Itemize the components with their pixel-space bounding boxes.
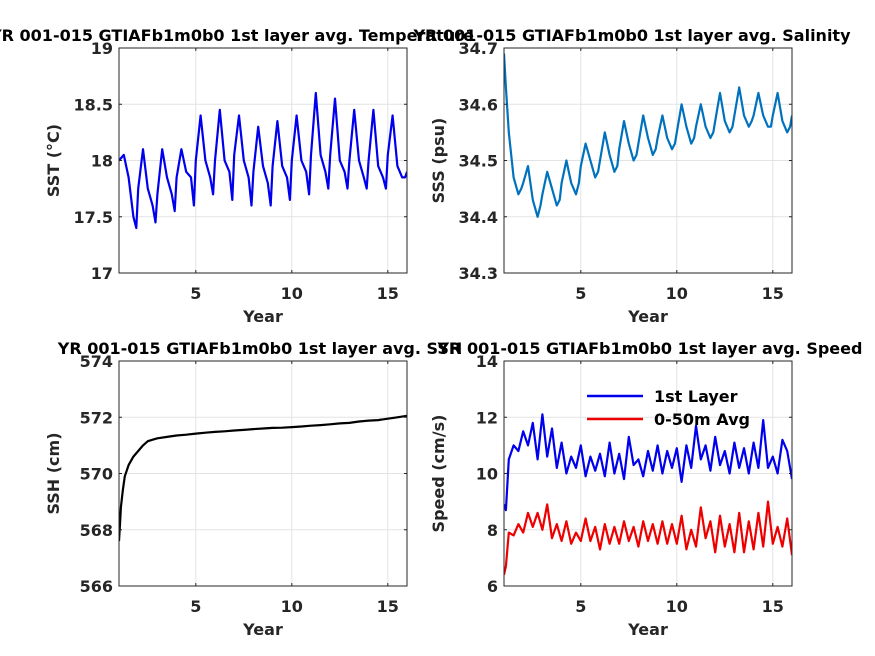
x-tick-label: 10 xyxy=(666,284,688,303)
y-tick-label: 12 xyxy=(476,408,498,427)
y-tick-label: 34.7 xyxy=(459,39,498,58)
y-tick-label: 19 xyxy=(91,39,113,58)
y-tick-label: 34.6 xyxy=(459,95,498,114)
legend-label: 0-50m Avg xyxy=(654,410,750,429)
y-axis-label: SSS (psu) xyxy=(429,118,448,204)
y-tick-label: 17.5 xyxy=(74,208,113,227)
subplot-4: 5 10 15 6 8 10 12 14 Year Speed (cm/s) YR 001-015 … xyxy=(429,339,862,639)
y-axis-label: SSH (cm) xyxy=(44,432,63,514)
y-tick-label: 18 xyxy=(91,152,113,171)
y-tick-label: 8 xyxy=(487,521,498,540)
y-tick-label: 18.5 xyxy=(74,95,113,114)
y-tick-label: 566 xyxy=(80,577,113,596)
x-axis-label: Year xyxy=(242,620,283,639)
y-tick-label: 570 xyxy=(80,465,113,484)
y-tick-label: 572 xyxy=(80,408,113,427)
x-axis-label: Year xyxy=(627,620,668,639)
x-tick-label: 10 xyxy=(281,284,303,303)
x-tick-label: 5 xyxy=(190,597,201,616)
subplot-3: 5 10 15 566 568 570 572 574 Year SSH (cm) YR 001-0… xyxy=(44,339,462,639)
chart-title: YR 001-015 GTIAFb1m0b0 1st layer avg. Sa… xyxy=(412,26,851,45)
y-tick-label: 34.5 xyxy=(459,152,498,171)
x-tick-label: 15 xyxy=(762,284,784,303)
series-line-1 xyxy=(119,91,407,230)
x-tick-label: 5 xyxy=(575,284,586,303)
legend-label: 1st Layer xyxy=(654,387,738,406)
series-line-2 xyxy=(504,500,792,576)
x-tick-label: 15 xyxy=(377,284,399,303)
y-axis-label: SST (°C) xyxy=(44,124,63,197)
subplot-grid: 5 10 15 17 17.5 18 18.5 19 Year SST (°C) YR 001-01… xyxy=(0,26,862,639)
chart-title: YR 001-015 GTIAFb1m0b0 1st layer avg. Te… xyxy=(0,26,474,45)
y-tick-label: 6 xyxy=(487,577,498,596)
chart-title: YR 001-015 GTIAFb1m0b0 1st layer avg. SS… xyxy=(57,339,463,358)
y-axis-label: Speed (cm/s) xyxy=(429,415,448,533)
x-tick-label: 15 xyxy=(377,597,399,616)
y-tick-label: 34.4 xyxy=(459,208,498,227)
series-line-1 xyxy=(119,414,407,542)
legend: 1st Layer 0-50m Avg xyxy=(587,387,750,429)
y-tick-label: 17 xyxy=(91,264,113,283)
subplot-2: 5 10 15 34.3 34.4 34.5 34.6 34.7 Year SSS (psu) YR… xyxy=(412,26,851,326)
subplot-1: 5 10 15 17 17.5 18 18.5 19 Year SST (°C) YR 001-01… xyxy=(0,26,474,326)
y-tick-label: 574 xyxy=(80,352,113,371)
y-tick-label: 10 xyxy=(476,465,498,484)
y-tick-label: 568 xyxy=(80,521,113,540)
x-tick-label: 5 xyxy=(190,284,201,303)
x-tick-label: 10 xyxy=(666,597,688,616)
x-tick-label: 10 xyxy=(281,597,303,616)
y-tick-label: 34.3 xyxy=(459,264,498,283)
x-axis-label: Year xyxy=(242,307,283,326)
x-axis-label: Year xyxy=(627,307,668,326)
x-tick-label: 5 xyxy=(575,597,586,616)
series-line-1 xyxy=(504,413,792,512)
x-tick-label: 15 xyxy=(762,597,784,616)
y-tick-label: 14 xyxy=(476,352,498,371)
series-line-1 xyxy=(504,53,792,218)
chart-title: YR 001-015 GTIAFb1m0b0 1st layer avg. Sp… xyxy=(437,339,863,358)
